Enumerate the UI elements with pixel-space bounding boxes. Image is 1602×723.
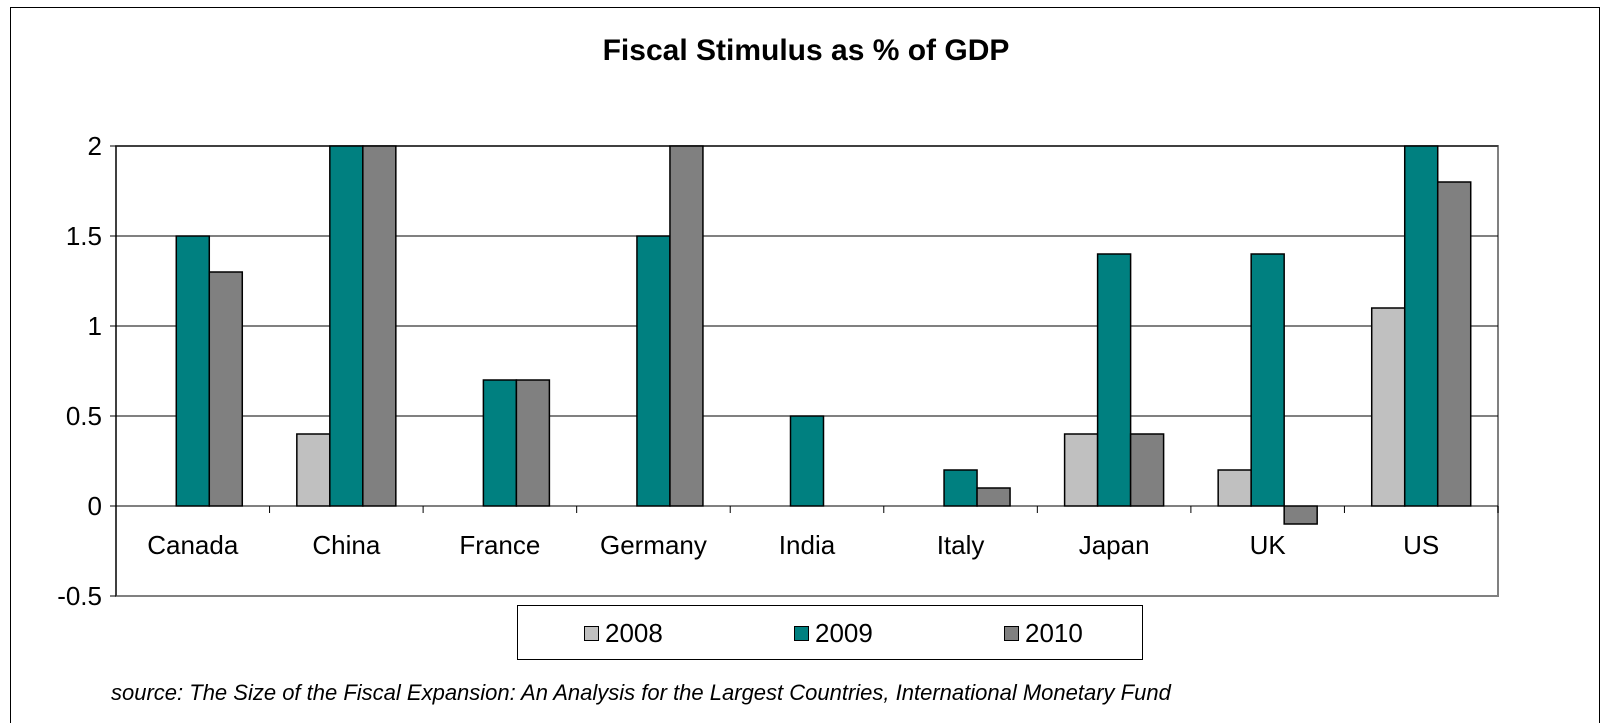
x-tick-label-canada: Canada — [147, 530, 239, 560]
bar-france-2010 — [515, 379, 551, 507]
legend-label-2008: 2008 — [605, 617, 663, 648]
legend-item-2008: 2008 — [584, 618, 663, 648]
chart-legend: 2008 2009 2010 — [517, 605, 1143, 660]
legend-item-2009: 2009 — [794, 618, 873, 648]
legend-label-2010: 2010 — [1025, 617, 1083, 648]
x-tick-label-china: China — [312, 530, 380, 560]
bar-japan-2010 — [1129, 433, 1165, 507]
bar-canada-2009 — [175, 235, 211, 507]
bar-china-2009 — [329, 145, 364, 507]
y-tick-label: 1 — [88, 311, 102, 341]
x-tick-label-japan: Japan — [1079, 530, 1150, 560]
bar-canada-2010 — [208, 271, 244, 507]
legend-label-2009: 2009 — [815, 617, 873, 648]
legend-swatch-2010 — [1004, 625, 1019, 641]
bar-us-2008 — [1370, 307, 1406, 507]
bar-japan-2008 — [1063, 433, 1099, 507]
bar-uk-2010 — [1283, 505, 1318, 525]
bar-us-2010 — [1436, 181, 1472, 507]
chart-title: Fiscal Stimulus as % of GDP — [602, 34, 1010, 67]
x-tick-label-us: US — [1403, 530, 1439, 560]
bar-germany-2009 — [636, 235, 671, 507]
x-tick-label-italy: Italy — [937, 530, 985, 560]
y-tick-label: 2 — [88, 131, 102, 161]
legend-item-2010: 2010 — [1004, 618, 1083, 648]
x-tick-label-uk: UK — [1250, 530, 1287, 560]
bar-india-2009 — [789, 415, 825, 507]
bar-japan-2009 — [1096, 253, 1132, 507]
bar-italy-2009 — [943, 469, 978, 507]
bar-uk-2009 — [1250, 253, 1285, 507]
legend-swatch-2009 — [794, 625, 809, 641]
x-tick-label-france: France — [459, 530, 540, 560]
plot-area — [115, 145, 1499, 597]
chart-frame: Fiscal Stimulus as % of GDP 2 1.5 1 0.5 0 -0.… — [10, 7, 1600, 723]
y-tick-label: 0.5 — [66, 401, 102, 431]
bar-uk-2008 — [1217, 469, 1252, 507]
y-tick-label: 1.5 — [66, 221, 102, 251]
legend-swatch-2008 — [584, 625, 599, 641]
x-tick-label-india: India — [779, 530, 836, 560]
bar-us-2009 — [1403, 145, 1439, 507]
source-note: source: The Size of the Fiscal Expansion… — [111, 680, 1171, 705]
y-tick-label: 0 — [88, 491, 102, 521]
bar-china-2008 — [296, 433, 331, 507]
bar-italy-2010 — [976, 487, 1011, 507]
bar-germany-2010 — [669, 145, 704, 507]
bar-france-2009 — [482, 379, 518, 507]
x-tick-label-germany: Germany — [600, 530, 707, 560]
y-tick-label: -0.5 — [57, 581, 102, 611]
bar-china-2010 — [362, 145, 397, 507]
bar-chart-plot: 2 1.5 1 0.5 0 -0.5 Canada China France Germany Ind… — [57, 131, 1499, 611]
